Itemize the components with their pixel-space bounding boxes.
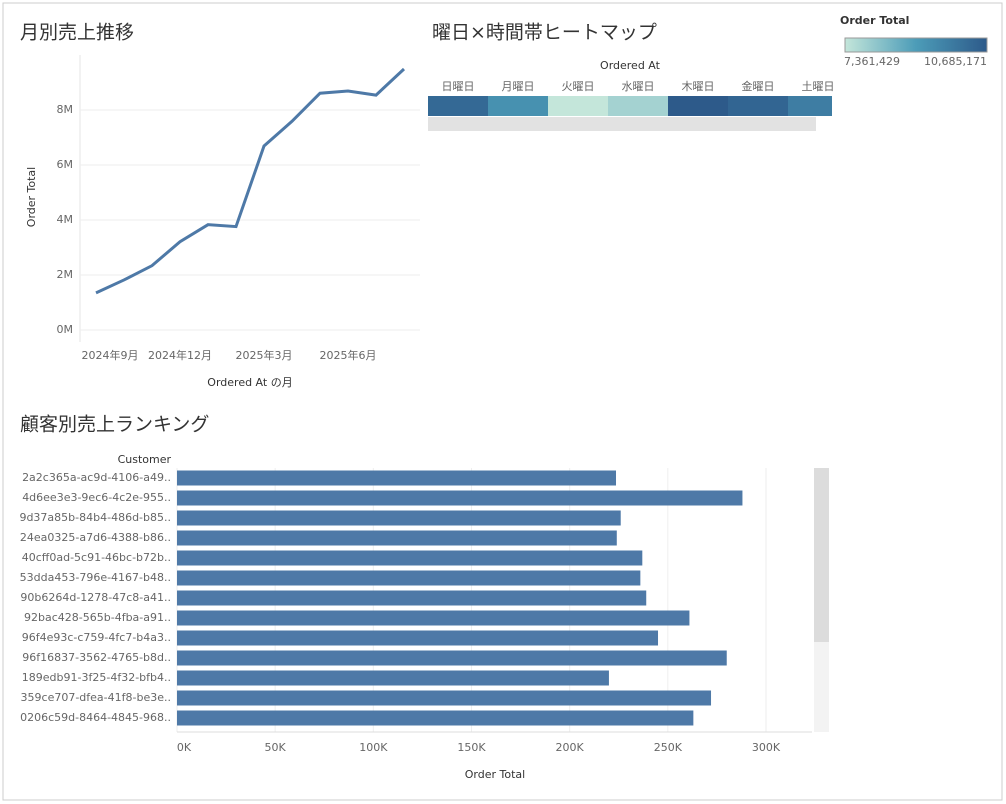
x-tick-label: 50K — [265, 741, 287, 754]
x-tick-label: 木曜日 — [682, 80, 715, 93]
x-tick-label: 300K — [752, 741, 781, 754]
bar — [177, 490, 743, 506]
heat-cell — [728, 96, 788, 116]
x-tick-label: 月曜日 — [502, 80, 535, 93]
line — [95, 67, 406, 295]
bar — [177, 670, 609, 686]
x-tick-label: 100K — [359, 741, 388, 754]
y-tick-label: 4M — [57, 213, 74, 226]
y-tick-label: 2M — [57, 268, 74, 281]
legend-label: 10,685,171 — [924, 55, 987, 68]
heat-cell — [548, 96, 608, 116]
bar — [177, 690, 712, 706]
x-tick-label: 2025年3月 — [236, 348, 293, 362]
y-tick-label: 2a2c365a-ac9d-4106-a49.. — [22, 471, 171, 484]
y-tick-label: 9d37a85b-84b4-486d-b85.. — [19, 511, 171, 524]
y-tick-label: 24ea0325-a7d6-4388-b86.. — [20, 531, 171, 544]
x-tick-label: 2025年6月 — [320, 348, 377, 362]
y-tick-label: 189edb91-3f25-4f32-bfb4.. — [22, 671, 171, 684]
heat-cell — [668, 96, 728, 116]
heat-cell — [788, 96, 832, 116]
bar — [177, 630, 659, 646]
bar — [177, 470, 617, 486]
bar — [177, 590, 647, 606]
x-tick-label: 土曜日 — [802, 80, 835, 93]
y-tick-label: 96f4e93c-c759-4fc7-b4a3.. — [22, 631, 171, 644]
y-tick-label: 4d6ee3e3-9ec6-4c2e-955.. — [22, 491, 171, 504]
bar — [177, 530, 617, 546]
y-tick-label: 8M — [57, 103, 74, 116]
heat-cell — [488, 96, 548, 116]
y-tick-label: 96f16837-3562-4765-b8d.. — [22, 651, 171, 664]
y-tick-label: 6M — [57, 158, 74, 171]
y-axis-header: Customer — [118, 453, 172, 466]
bar — [177, 610, 690, 626]
x-tick-label: 水曜日 — [622, 80, 655, 93]
bar — [177, 710, 694, 726]
y-axis-label: Order Total — [25, 167, 38, 227]
color-bar — [844, 37, 988, 53]
chart-title: 曜日×時間帯ヒートマップ — [432, 22, 657, 44]
y-tick-label: 359ce707-dfea-41f8-be3e.. — [21, 691, 171, 704]
bar — [177, 650, 727, 666]
x-axis-label: Ordered At の月 — [207, 376, 292, 389]
x-tick-label: 150K — [457, 741, 486, 754]
scroll-thumb[interactable] — [814, 468, 829, 642]
heat-cell — [428, 96, 488, 116]
x-tick-label: 火曜日 — [562, 80, 595, 93]
x-axis-label: Ordered At — [600, 59, 661, 72]
y-tick-label: 0M — [57, 323, 74, 336]
x-tick-label: 日曜日 — [442, 80, 475, 93]
legend-label: 7,361,429 — [844, 55, 900, 68]
x-tick-label: 金曜日 — [742, 79, 775, 93]
x-tick-label: 2024年9月 — [82, 348, 139, 362]
x-tick-label: 200K — [556, 741, 585, 754]
heat-cell — [608, 96, 668, 116]
chart-title: 月別売上推移 — [20, 22, 134, 44]
h-scrollbar[interactable] — [428, 117, 816, 131]
y-tick-label: 40cff0ad-5c91-46bc-b72b.. — [22, 551, 171, 564]
x-tick-label: 0K — [177, 741, 192, 754]
x-tick-label: 250K — [654, 741, 683, 754]
bar — [177, 510, 621, 526]
x-tick-label: 2024年12月 — [148, 348, 212, 362]
y-tick-label: 92bac428-565b-4fba-a91.. — [24, 611, 171, 624]
bar — [177, 550, 643, 566]
y-tick-label: 53dda453-796e-4167-b48.. — [20, 571, 171, 584]
y-tick-label: 0206c59d-8464-4845-968.. — [20, 711, 171, 724]
x-axis-label: Order Total — [465, 768, 525, 781]
y-tick-label: 90b6264d-1278-47c8-a41.. — [20, 591, 171, 604]
chart-title: 顧客別売上ランキング — [20, 414, 209, 436]
legend-title: Order Total — [840, 14, 909, 27]
bar — [177, 570, 641, 586]
